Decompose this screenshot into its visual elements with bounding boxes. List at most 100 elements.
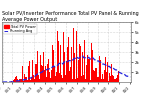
Bar xyxy=(21,78,22,82)
Bar xyxy=(115,79,116,82)
Bar xyxy=(111,64,112,82)
Bar xyxy=(69,71,70,82)
Bar xyxy=(65,75,66,82)
Bar xyxy=(84,40,85,82)
Bar xyxy=(68,37,69,82)
Bar xyxy=(24,74,25,82)
Bar xyxy=(52,50,54,82)
Bar xyxy=(48,59,49,82)
Bar xyxy=(57,31,59,82)
Bar xyxy=(106,72,107,82)
Bar xyxy=(112,75,113,82)
Bar xyxy=(42,66,43,82)
Bar xyxy=(36,64,37,82)
Bar xyxy=(110,76,111,82)
Bar xyxy=(45,66,46,82)
Bar xyxy=(97,77,98,82)
Legend: Total PV Power, Running Avg: Total PV Power, Running Avg xyxy=(3,24,36,34)
Bar xyxy=(74,54,75,82)
Bar xyxy=(16,76,17,82)
Bar xyxy=(19,79,20,82)
Bar xyxy=(75,79,76,82)
Bar xyxy=(82,52,83,82)
Bar xyxy=(44,70,45,82)
Bar xyxy=(54,66,55,82)
Bar xyxy=(114,80,115,82)
Bar xyxy=(86,65,87,82)
Bar xyxy=(62,78,63,82)
Bar xyxy=(33,75,34,82)
Bar xyxy=(80,46,81,82)
Bar xyxy=(107,62,108,82)
Bar xyxy=(20,79,21,82)
Bar xyxy=(49,72,50,82)
Bar xyxy=(51,70,52,82)
Bar xyxy=(73,28,74,82)
Bar xyxy=(76,31,77,82)
Bar xyxy=(88,59,89,82)
Bar xyxy=(98,77,99,82)
Bar xyxy=(78,60,79,82)
Bar xyxy=(92,50,93,82)
Bar xyxy=(40,55,41,82)
Text: Solar PV/Inverter Performance Total PV Panel & Running Average Power Output: Solar PV/Inverter Performance Total PV P… xyxy=(2,11,138,22)
Bar xyxy=(61,75,62,82)
Bar xyxy=(32,60,33,82)
Bar xyxy=(38,75,39,82)
Bar xyxy=(104,70,105,82)
Bar xyxy=(90,80,91,82)
Bar xyxy=(71,47,72,82)
Bar xyxy=(34,80,35,82)
Bar xyxy=(117,75,118,82)
Bar xyxy=(31,78,32,82)
Bar xyxy=(59,41,60,82)
Bar xyxy=(50,78,51,82)
Bar xyxy=(95,68,96,82)
Bar xyxy=(108,81,109,82)
Bar xyxy=(100,60,101,82)
Bar xyxy=(89,59,90,82)
Bar xyxy=(77,78,78,82)
Bar xyxy=(67,47,68,82)
Bar xyxy=(102,74,103,82)
Bar xyxy=(43,52,44,82)
Bar xyxy=(81,76,82,82)
Bar xyxy=(83,75,84,82)
Bar xyxy=(103,79,104,82)
Bar xyxy=(13,80,14,82)
Bar xyxy=(60,45,61,82)
Bar xyxy=(96,68,97,82)
Bar xyxy=(99,56,100,82)
Bar xyxy=(39,79,40,82)
Bar xyxy=(85,80,86,82)
Bar xyxy=(30,80,31,82)
Bar xyxy=(37,51,38,82)
Bar xyxy=(113,76,114,82)
Bar xyxy=(64,52,65,82)
Bar xyxy=(94,71,95,82)
Bar xyxy=(11,81,12,82)
Bar xyxy=(18,81,19,82)
Bar xyxy=(35,64,36,82)
Bar xyxy=(26,78,27,82)
Bar xyxy=(79,44,80,82)
Bar xyxy=(72,79,73,82)
Bar xyxy=(116,78,117,82)
Bar xyxy=(70,67,71,82)
Bar xyxy=(93,70,94,82)
Bar xyxy=(25,77,26,82)
Bar xyxy=(91,43,92,82)
Bar xyxy=(47,64,48,82)
Bar xyxy=(109,73,110,82)
Bar xyxy=(101,79,102,82)
Bar xyxy=(17,79,18,82)
Bar xyxy=(46,77,47,82)
Bar xyxy=(14,80,15,82)
Bar xyxy=(118,71,119,82)
Bar xyxy=(105,57,106,82)
Bar xyxy=(87,55,88,82)
Bar xyxy=(15,77,16,82)
Bar xyxy=(28,66,29,82)
Bar xyxy=(63,32,64,82)
Bar xyxy=(56,65,57,82)
